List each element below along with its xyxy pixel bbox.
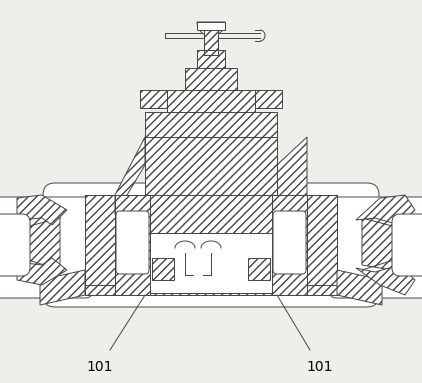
Bar xyxy=(115,195,150,295)
Text: 101: 101 xyxy=(87,360,113,374)
Polygon shape xyxy=(356,265,415,295)
FancyBboxPatch shape xyxy=(116,211,149,274)
Bar xyxy=(197,22,225,30)
Bar xyxy=(152,258,174,280)
Polygon shape xyxy=(17,258,67,285)
Bar xyxy=(185,68,237,90)
Polygon shape xyxy=(17,195,67,225)
Bar xyxy=(115,233,307,293)
FancyBboxPatch shape xyxy=(0,197,93,298)
Bar xyxy=(248,258,270,280)
Polygon shape xyxy=(277,137,307,215)
FancyBboxPatch shape xyxy=(273,211,306,274)
Bar xyxy=(197,50,225,68)
Bar xyxy=(140,90,167,108)
Bar xyxy=(85,195,337,233)
Bar xyxy=(277,285,337,295)
Polygon shape xyxy=(337,270,382,305)
Bar xyxy=(145,112,277,137)
Polygon shape xyxy=(40,270,85,305)
Polygon shape xyxy=(362,210,422,270)
Polygon shape xyxy=(115,137,145,215)
Wedge shape xyxy=(197,22,225,36)
Bar xyxy=(167,90,255,112)
Bar xyxy=(272,195,307,295)
Bar xyxy=(145,137,277,195)
Bar xyxy=(204,30,218,50)
Polygon shape xyxy=(85,195,115,295)
Text: 101: 101 xyxy=(307,360,333,374)
Bar xyxy=(85,257,337,295)
FancyBboxPatch shape xyxy=(329,197,422,298)
FancyBboxPatch shape xyxy=(43,183,379,307)
FancyBboxPatch shape xyxy=(0,214,30,276)
Bar xyxy=(85,285,145,295)
Polygon shape xyxy=(307,195,337,295)
Polygon shape xyxy=(0,210,60,270)
Bar xyxy=(255,90,282,108)
Polygon shape xyxy=(356,195,415,225)
FancyBboxPatch shape xyxy=(392,214,422,276)
